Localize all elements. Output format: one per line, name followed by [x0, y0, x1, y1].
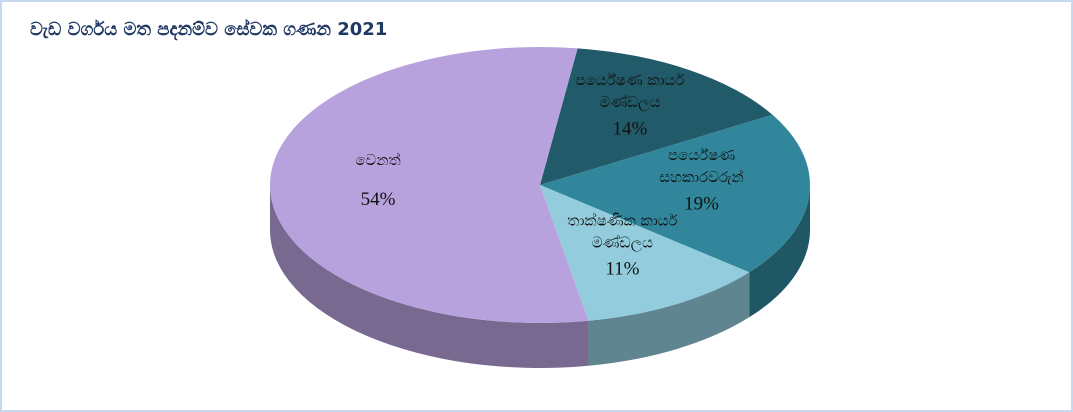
value-label: 14% — [613, 118, 648, 139]
slice — [540, 48, 773, 186]
category-label: තාක්ෂණික කාර්ය මණ්ඩලය — [567, 211, 677, 251]
slice — [540, 114, 810, 273]
side-shade — [749, 185, 810, 318]
slice — [540, 185, 750, 321]
category-label: පර්යේෂණ සහකාරවරුන් — [659, 146, 743, 186]
slice-side — [749, 185, 810, 318]
category-label: වෙනත් — [355, 151, 400, 169]
slice-side — [588, 272, 750, 366]
side-shade — [588, 272, 750, 366]
value-label: 11% — [605, 259, 639, 280]
slice-side — [270, 185, 589, 368]
slice — [270, 47, 589, 323]
chart-title: වැඩ වර්ගය මත පදනම්ව සේවක ගණන 2021 — [30, 18, 387, 41]
value-label: 19% — [684, 194, 719, 215]
side-shade — [270, 185, 589, 368]
value-label: 54% — [361, 189, 396, 210]
category-label: පර්යේෂණ කාර්ය මණ්ඩලය — [575, 71, 684, 111]
